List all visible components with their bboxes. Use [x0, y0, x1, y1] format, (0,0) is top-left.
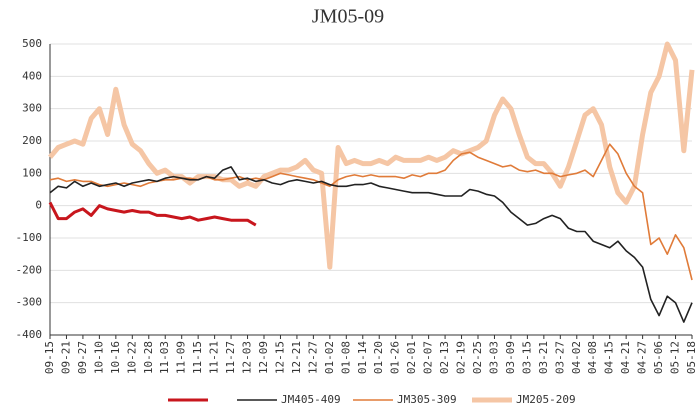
x-tick-label: 10-28 [142, 341, 155, 374]
x-tick-label: 03-09 [504, 341, 517, 374]
y-tick-label: -300 [16, 296, 43, 309]
x-tick-label: 01-02 [323, 341, 336, 374]
x-tick-label: 12-03 [241, 341, 254, 374]
x-tick-label: 03-15 [520, 341, 533, 374]
x-tick-label: 10-22 [125, 341, 138, 374]
x-tick-label: 12-21 [290, 341, 303, 374]
y-tick-label: 0 [35, 199, 42, 212]
x-tick-label: 09-27 [76, 341, 89, 374]
series-line [48, 201, 257, 227]
series-line [48, 41, 695, 270]
x-tick-label: 04-02 [570, 341, 583, 374]
x-tick-label: 04-21 [619, 341, 632, 374]
x-tick-label: 09-15 [43, 341, 56, 374]
legend-label: JM405-409 [281, 393, 341, 406]
x-tick-label: 05-12 [669, 341, 682, 374]
x-tick-label: 02-25 [471, 341, 484, 374]
y-tick-label: -100 [16, 231, 43, 244]
x-tick-label: 01-14 [356, 341, 369, 374]
x-tick-label: 12-27 [306, 341, 319, 374]
x-tick-label: 04-27 [636, 341, 649, 374]
y-tick-label: -200 [16, 263, 43, 276]
x-tick-label: 10-16 [109, 341, 122, 374]
x-tick-label: 05-18 [685, 341, 697, 374]
x-tick-label: 12-09 [257, 341, 270, 374]
x-tick-label: 11-27 [224, 341, 237, 374]
x-tick-label: 11-03 [158, 341, 171, 374]
y-tick-label: 400 [22, 69, 42, 82]
x-tick-label: 01-08 [339, 341, 352, 374]
x-tick-label: 03-03 [487, 341, 500, 374]
x-tick-label: 04-15 [603, 341, 616, 374]
y-tick-label: 300 [22, 102, 42, 115]
x-tick-label: 05-06 [652, 341, 665, 374]
x-tick-label: 01-26 [389, 341, 402, 374]
y-tick-label: 200 [22, 134, 42, 147]
y-tick-label: 500 [22, 37, 42, 50]
x-tick-label: 01-20 [372, 341, 385, 374]
legend-label: JM305-309 [397, 393, 457, 406]
y-tick-label: -400 [16, 328, 43, 341]
x-tick-label: 04-08 [586, 341, 599, 374]
x-tick-label: 11-15 [191, 341, 204, 374]
y-tick-label: 100 [22, 166, 42, 179]
x-tick-label: 09-21 [59, 341, 72, 374]
x-tick-label: 02-19 [455, 341, 468, 374]
x-tick-label: 03-27 [553, 341, 566, 374]
x-tick-label: 02-13 [438, 341, 451, 374]
x-tick-label: 11-09 [175, 341, 188, 374]
series-line [49, 166, 693, 323]
chart-title: JM05-09 [312, 6, 384, 28]
x-tick-label: 02-01 [405, 341, 418, 374]
x-tick-label: 11-21 [208, 341, 221, 374]
x-tick-label: 02-07 [422, 341, 435, 374]
legend-label: JM205-209 [516, 393, 576, 406]
x-tick-label: 12-15 [273, 341, 286, 374]
x-tick-label: 03-21 [537, 341, 550, 374]
x-tick-label: 10-10 [92, 341, 105, 374]
